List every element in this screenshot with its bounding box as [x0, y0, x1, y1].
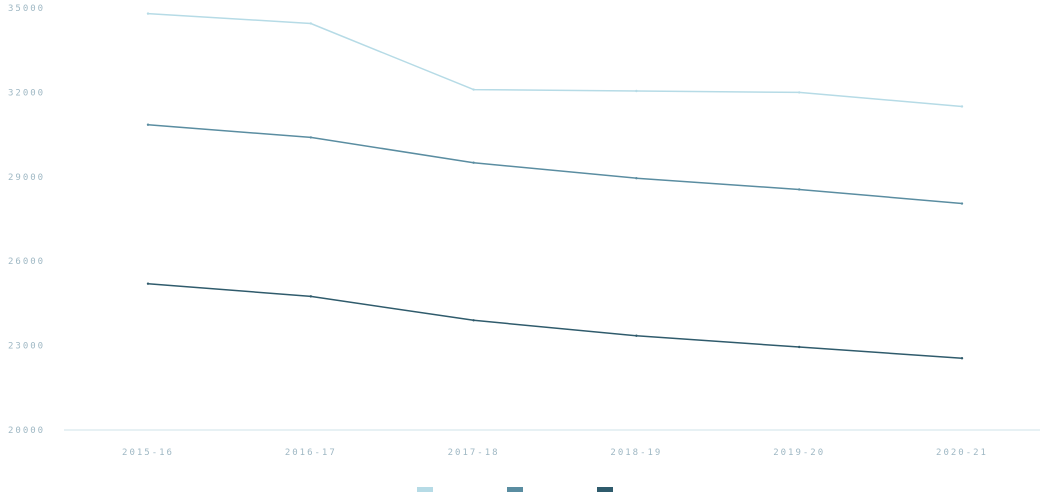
- legend-swatch: [417, 487, 433, 492]
- data-point: [309, 136, 312, 139]
- series-line-2: [147, 124, 963, 205]
- series-line-3: [147, 282, 963, 360]
- data-point: [960, 105, 964, 108]
- y-tick-label: 35000: [8, 4, 45, 14]
- data-point: [146, 282, 150, 285]
- y-tick-label: 23000: [8, 342, 45, 352]
- x-tick-label: 2018-19: [610, 448, 662, 458]
- data-point: [472, 161, 475, 164]
- y-tick-label: 32000: [8, 88, 45, 98]
- data-point: [635, 334, 638, 337]
- data-point: [472, 319, 475, 322]
- data-point: [635, 89, 638, 93]
- legend-swatch: [597, 487, 613, 492]
- data-point: [960, 357, 964, 360]
- series-line-1: [147, 12, 963, 108]
- data-point: [635, 177, 638, 180]
- y-tick-label: 26000: [8, 257, 45, 267]
- data-point: [309, 22, 312, 25]
- data-point: [146, 123, 150, 126]
- series-group: [146, 12, 964, 360]
- data-point: [798, 91, 801, 94]
- data-point: [146, 12, 150, 15]
- data-point: [309, 295, 312, 298]
- x-tick-label: 2015-16: [122, 448, 174, 458]
- data-point: [798, 345, 801, 349]
- axes: 20000 23000 26000 29000 32000 35000 2015-16 201…: [8, 4, 1040, 458]
- y-tick-label: 29000: [8, 173, 45, 183]
- x-tick-label: 2019-20: [773, 448, 825, 458]
- y-tick-label: 20000: [8, 426, 45, 436]
- legend-swatch: [507, 487, 523, 492]
- x-tick-label: 2017-18: [448, 448, 500, 458]
- x-tick-label: 2020-21: [936, 448, 988, 458]
- data-point: [798, 188, 801, 191]
- x-tick-label: 2016-17: [285, 448, 337, 458]
- data-point: [472, 88, 475, 91]
- legend: [417, 487, 613, 492]
- data-point: [960, 202, 964, 205]
